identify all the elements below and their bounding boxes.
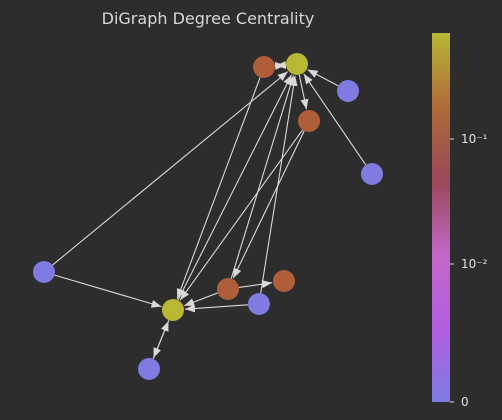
edge-H-A [230, 75, 295, 279]
colorbar-tick-label: 10⁻¹ [461, 132, 488, 146]
node-C [337, 80, 359, 102]
node-F [33, 261, 55, 283]
edge-H-I [238, 280, 273, 289]
edge-A-D [298, 74, 309, 110]
colorbar-ticks: 0 10⁻² 10⁻¹ [450, 132, 488, 409]
edge-J-A [260, 75, 298, 294]
edges-layer [52, 61, 367, 360]
chart-title: DiGraph Degree Centrality [102, 9, 315, 28]
colorbar-tick-label: 10⁻² [461, 257, 488, 271]
node-K [138, 358, 160, 380]
nodes-layer [33, 53, 383, 380]
node-A [286, 53, 308, 75]
edge-J-G [184, 304, 249, 313]
node-J [248, 293, 270, 315]
colorbar: 0 10⁻² 10⁻¹ [432, 33, 488, 409]
edge-A-B [275, 61, 287, 69]
edge-F-G [54, 274, 162, 308]
node-E [361, 163, 383, 185]
node-H [217, 278, 239, 300]
edge-F-A [52, 71, 289, 266]
node-B [253, 56, 275, 78]
edge-E-A [303, 73, 367, 166]
node-G [162, 299, 184, 321]
edge-D-H [232, 130, 305, 279]
edge-G-K [153, 319, 170, 359]
edge-H-G [184, 292, 218, 307]
edge-B-G [176, 77, 261, 299]
node-I [273, 270, 295, 292]
colorbar-tick-label: 0 [461, 395, 469, 409]
node-D [298, 110, 320, 132]
colorbar-gradient-bar [432, 33, 450, 402]
edge-G-A [177, 74, 293, 301]
edge-C-A [307, 69, 339, 87]
